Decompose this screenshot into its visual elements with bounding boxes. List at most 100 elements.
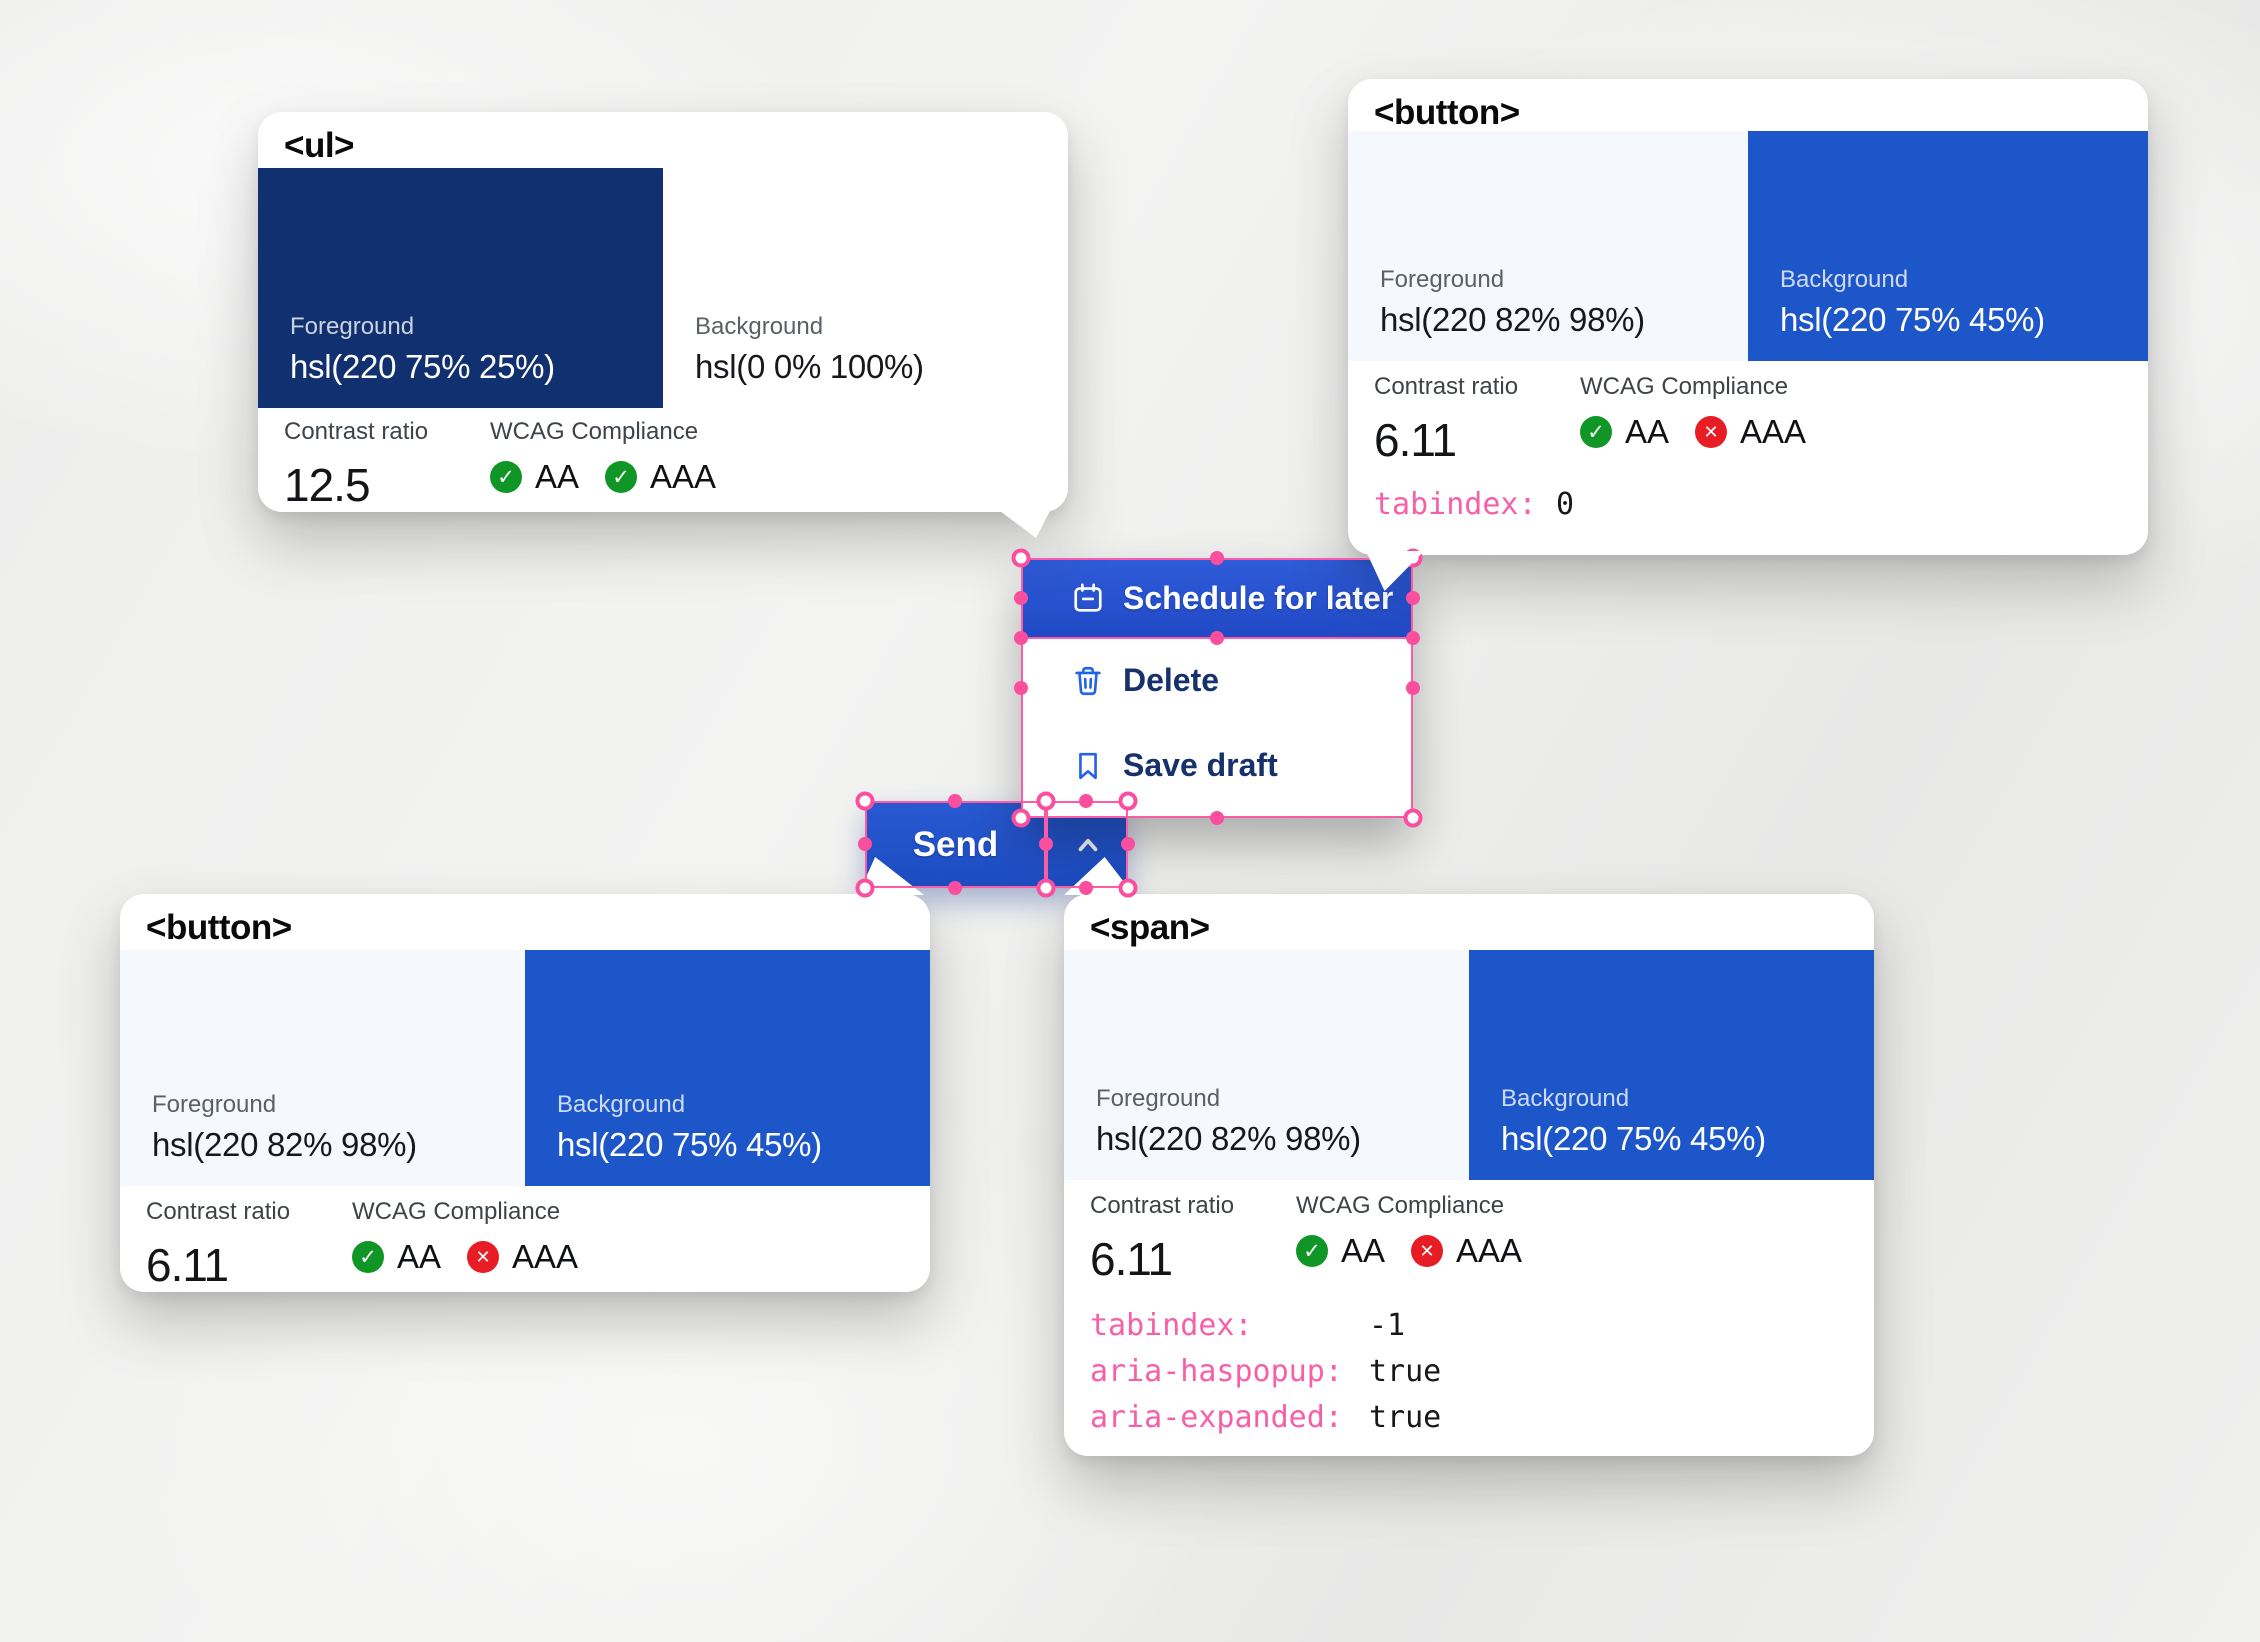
check-icon: [605, 461, 638, 493]
selection-handle-dot: [948, 881, 962, 895]
selection-handle-dot: [1014, 681, 1028, 695]
attribute-row: aria-haspopup: true: [1090, 1353, 1442, 1389]
background-value: hsl(220 75% 45%): [1501, 1120, 1766, 1157]
background-swatch: Background hsl(220 75% 45%): [1469, 950, 1874, 1180]
foreground-swatch: Foreground hsl(220 82% 98%): [1348, 131, 1748, 361]
color-swatches: Foreground hsl(220 82% 98%) Background h…: [1064, 950, 1874, 1180]
color-swatches: Foreground hsl(220 82% 98%) Background h…: [1348, 131, 2148, 361]
contrast-ratio-value: 6.11: [146, 1239, 229, 1291]
check-icon: [1580, 416, 1612, 448]
element-tag: <button>: [146, 908, 292, 947]
selection-handle-dot: [1014, 591, 1028, 605]
selection-handle-dot: [1210, 811, 1224, 825]
check-icon: [1296, 1235, 1328, 1267]
selection-handle-dot: [1039, 837, 1053, 851]
selection-handle-ring: [1011, 808, 1031, 828]
wcag-aa-result: AA: [490, 458, 579, 496]
attribute-row: tabindex: -1: [1090, 1307, 1406, 1343]
background-label: Background: [695, 313, 824, 340]
contrast-section: Contrast ratio 6.11 WCAG Compliance AA A…: [1090, 1192, 1522, 1286]
menu-item-delete[interactable]: Delete: [1021, 638, 1413, 723]
wcag-compliance-label: WCAG Compliance: [1580, 373, 1789, 400]
menu-item-save-draft[interactable]: Save draft: [1021, 723, 1413, 808]
trash-icon: [1071, 664, 1105, 698]
wcag-aa-result: AA: [1580, 413, 1669, 451]
selection-handle-dot: [1079, 881, 1093, 895]
wcag-aaa-result: AAA: [1695, 413, 1806, 451]
check-icon: [490, 461, 522, 493]
selection-handle-dot: [858, 837, 872, 851]
selection-handle-dot: [1210, 551, 1224, 565]
contrast-section: Contrast ratio 6.11 WCAG Compliance AA A…: [146, 1198, 578, 1292]
background-swatch: Background hsl(0 0% 100%): [663, 168, 1068, 408]
contrast-ratio-label: Contrast ratio: [146, 1198, 291, 1225]
wcag-aaa-result: AAA: [467, 1238, 578, 1276]
chevron-up-icon: [1071, 828, 1105, 862]
contrast-tooltip-span: <span> Foreground hsl(220 82% 98%) Backg…: [1064, 894, 1874, 1456]
foreground-value: hsl(220 82% 98%): [1096, 1120, 1361, 1157]
selection-handle-ring: [855, 791, 875, 811]
contrast-tooltip-button-toggle: <button> Foreground hsl(220 82% 98%) Bac…: [1348, 79, 2148, 555]
x-icon: [467, 1241, 500, 1273]
send-button[interactable]: Send: [912, 824, 999, 864]
foreground-label: Foreground: [1380, 266, 1505, 293]
wcag-aaa-result: AAA: [605, 458, 716, 496]
foreground-label: Foreground: [152, 1091, 277, 1118]
selection-handle-dot: [1210, 631, 1224, 645]
background-label: Background: [557, 1091, 686, 1118]
foreground-swatch: Foreground hsl(220 82% 98%): [120, 950, 525, 1186]
selection-handle-dot: [1014, 631, 1028, 645]
background-swatch: Background hsl(220 75% 45%): [525, 950, 930, 1186]
attribute-row: tabindex: 0: [1374, 486, 1575, 522]
foreground-value: hsl(220 82% 98%): [1380, 301, 1645, 338]
selection-handle-ring: [1011, 548, 1031, 568]
selection-handle-ring: [1403, 808, 1423, 828]
contrast-ratio-value: 6.11: [1374, 414, 1457, 466]
element-tag: <span>: [1090, 908, 1210, 947]
foreground-value: hsl(220 75% 25%): [290, 348, 555, 385]
wcag-aa-result: AA: [1296, 1232, 1385, 1270]
selection-handle-ring: [1036, 791, 1056, 811]
background-value: hsl(220 75% 45%): [557, 1126, 822, 1163]
contrast-tooltip-send-button: <button> Foreground hsl(220 82% 98%) Bac…: [120, 894, 930, 1292]
aria-attributes: tabindex: -1 aria-haspopup: true aria-ex…: [1090, 1302, 1441, 1440]
background-value: hsl(0 0% 100%): [695, 348, 924, 385]
contrast-ratio-label: Contrast ratio: [284, 418, 429, 445]
menu-item-schedule-for-later[interactable]: Schedule for later: [1021, 558, 1413, 638]
bookmark-icon: [1071, 749, 1105, 783]
background-label: Background: [1501, 1085, 1630, 1112]
tooltip-tail: [1000, 511, 1050, 538]
send-menu-toggle-button[interactable]: [1048, 801, 1128, 888]
aria-attributes: tabindex: 0: [1374, 481, 1574, 527]
calendar-icon: [1071, 581, 1105, 615]
background-swatch: Background hsl(220 75% 45%): [1748, 131, 2148, 361]
selection-handle-dot: [1406, 681, 1420, 695]
contrast-section: Contrast ratio 12.5 WCAG Compliance AA A…: [284, 418, 716, 512]
contrast-tooltip-ul: <ul> Foreground hsl(220 75% 25%) Backgro…: [258, 112, 1068, 512]
wcag-compliance-label: WCAG Compliance: [490, 418, 699, 445]
background-value: hsl(220 75% 45%): [1780, 301, 2045, 338]
check-icon: [352, 1241, 384, 1273]
element-tag: <ul>: [284, 126, 354, 165]
foreground-label: Foreground: [290, 313, 415, 340]
wcag-compliance-label: WCAG Compliance: [352, 1198, 561, 1225]
selection-handle-dot: [1121, 837, 1135, 851]
contrast-section: Contrast ratio 6.11 WCAG Compliance AA A…: [1374, 373, 1806, 467]
selection-handle-dot: [1406, 591, 1420, 605]
selection-handle-dot: [1079, 794, 1093, 808]
background-label: Background: [1780, 266, 1909, 293]
contrast-ratio-value: 6.11: [1090, 1233, 1173, 1285]
selection-handle-dot: [1406, 631, 1420, 645]
element-tag: <button>: [1374, 93, 1520, 132]
selection-handle-dot: [948, 794, 962, 808]
selection-handle-ring: [1118, 878, 1138, 898]
attribute-row: aria-expanded: true: [1090, 1399, 1442, 1435]
wcag-aaa-result: AAA: [1411, 1232, 1522, 1270]
foreground-value: hsl(220 82% 98%): [152, 1126, 417, 1163]
foreground-swatch: Foreground hsl(220 75% 25%): [258, 168, 663, 408]
x-icon: [1411, 1235, 1444, 1267]
contrast-ratio-label: Contrast ratio: [1090, 1192, 1235, 1219]
color-swatches: Foreground hsl(220 82% 98%) Background h…: [120, 950, 930, 1186]
contrast-ratio-value: 12.5: [284, 459, 371, 511]
